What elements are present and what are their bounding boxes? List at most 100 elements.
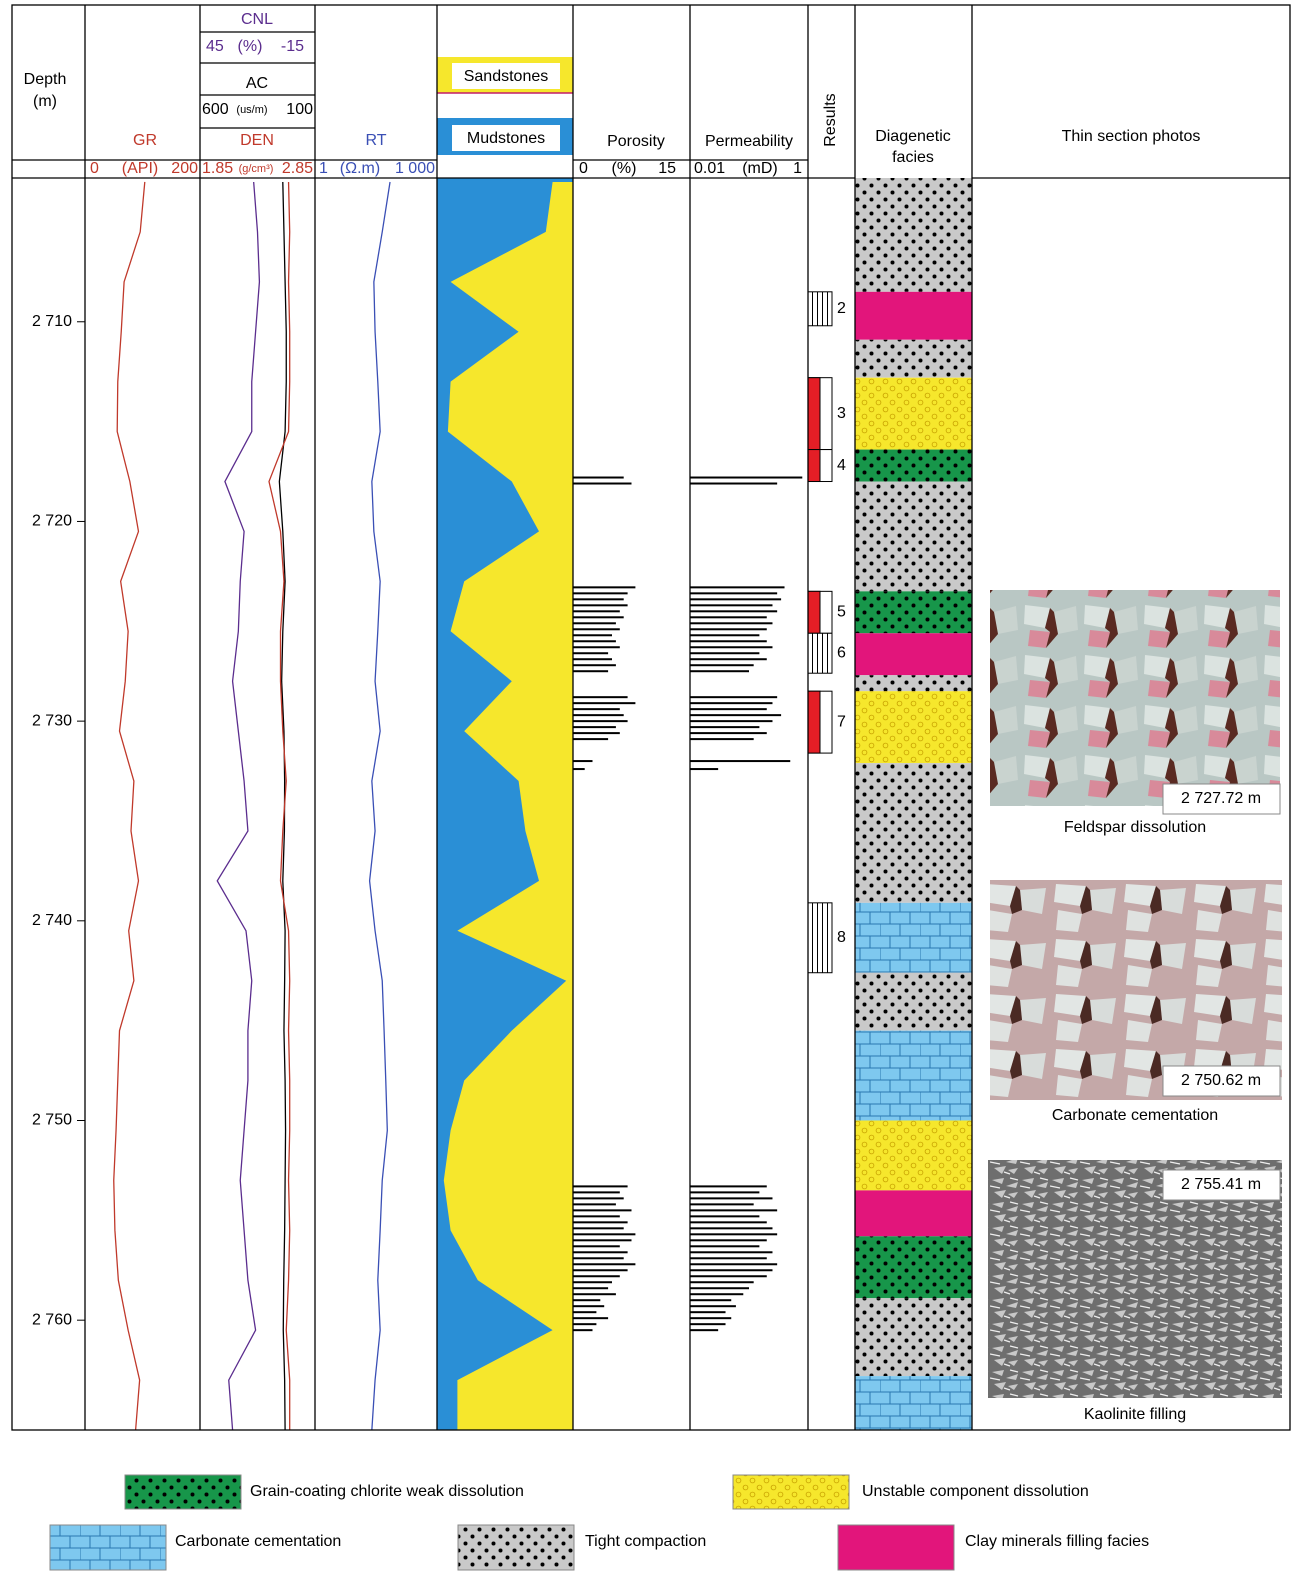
gr-title: GR	[133, 132, 157, 149]
porosity-bar	[573, 1221, 628, 1223]
permeability-bar	[690, 1203, 754, 1205]
porosity-bar	[573, 670, 608, 672]
ac-curve	[279, 182, 286, 1430]
well-log-figure: Depth (m) GR 0 (API) 200 CNL 45 (%) -15 …	[0, 0, 1297, 1573]
permeability-max: 1	[793, 160, 802, 177]
facies-interval	[855, 591, 972, 633]
gr-max: 200	[171, 160, 198, 177]
porosity-bar	[573, 1209, 632, 1211]
permeability-bar	[690, 696, 777, 698]
porosity-bar	[573, 760, 593, 762]
permeability-bar	[690, 483, 777, 485]
result-fill	[808, 691, 820, 753]
porosity-bar	[573, 1275, 620, 1277]
result-fill	[808, 450, 820, 482]
porosity-bar	[573, 598, 624, 600]
permeability-bar	[690, 1329, 718, 1331]
porosity-bar	[573, 1329, 593, 1331]
permeability-bar	[690, 1293, 743, 1295]
permeability-bar	[690, 1299, 731, 1301]
permeability-bar	[690, 1233, 777, 1235]
permeability-bar	[690, 1191, 759, 1193]
porosity-bar	[573, 1257, 624, 1259]
permeability-bar	[690, 738, 754, 740]
depth-tick-label: 2 710	[32, 313, 72, 330]
porosity-bar	[573, 1305, 604, 1307]
result-fill	[808, 378, 820, 450]
permeability-bar	[690, 1323, 726, 1325]
porosity-bar	[573, 1227, 624, 1229]
permeability-bar	[690, 760, 790, 762]
gr-curve	[114, 182, 145, 1430]
porosity-bar	[573, 652, 608, 654]
legend-label: Clay minerals filling facies	[965, 1533, 1149, 1550]
permeability-bar	[690, 652, 759, 654]
legend-label: Unstable component dissolution	[862, 1483, 1089, 1500]
permeability-bar	[690, 622, 772, 624]
result-label: 6	[837, 644, 846, 661]
porosity-bar	[573, 1203, 616, 1205]
ac-max: 100	[286, 101, 313, 118]
permeability-bar	[690, 616, 767, 618]
porosity-bar	[573, 622, 616, 624]
cnl-unit: (%)	[238, 38, 263, 55]
permeability-bar	[690, 628, 767, 630]
permeability-bar	[690, 658, 767, 660]
depth-tick-label: 2 730	[32, 712, 72, 729]
facies-interval	[855, 378, 972, 450]
gr-min: 0	[90, 160, 99, 177]
den-unit: (g/cm³)	[239, 163, 274, 175]
permeability-bar	[690, 708, 767, 710]
facies-interval	[855, 633, 972, 675]
rt-curve	[370, 182, 390, 1430]
photo	[990, 590, 1280, 806]
porosity-bar	[573, 1281, 612, 1283]
cnl-curve	[217, 182, 259, 1430]
photo-depth: 2 755.41 m	[1181, 1176, 1261, 1193]
ac-unit: (us/m)	[236, 104, 267, 116]
permeability-unit: (mD)	[742, 160, 778, 177]
permeability-bar	[690, 598, 781, 600]
result-box	[808, 633, 832, 673]
photo-caption: Kaolinite filling	[1084, 1406, 1186, 1423]
rt-title: RT	[365, 132, 386, 149]
porosity-bar	[573, 1197, 624, 1199]
facies-interval	[855, 675, 972, 691]
porosity-max: 15	[658, 160, 676, 177]
porosity-bar	[573, 726, 616, 728]
porosity-bar	[573, 720, 628, 722]
permeability-bar	[690, 646, 772, 648]
permeability-min: 0.01	[694, 160, 725, 177]
facies-title-2: facies	[892, 149, 934, 166]
facies-interval	[855, 973, 972, 1031]
facies-interval	[855, 1236, 972, 1298]
permeability-bar	[690, 1317, 731, 1319]
facies-title: Diagenetic	[875, 128, 951, 145]
porosity-bar	[573, 586, 635, 588]
photo-depth: 2 750.62 m	[1181, 1072, 1261, 1089]
permeability-bar	[690, 1287, 749, 1289]
rt-min: 1	[319, 160, 328, 177]
depth-tick-label: 2 750	[32, 1112, 72, 1129]
result-fill	[808, 591, 820, 633]
facies-interval	[855, 482, 972, 592]
photos-title: Thin section photos	[1062, 128, 1201, 145]
depth-tick-label: 2 760	[32, 1311, 72, 1328]
permeability-bar	[690, 1197, 772, 1199]
permeability-bar	[690, 670, 749, 672]
porosity-bar	[573, 1311, 596, 1313]
porosity-bar	[573, 628, 620, 630]
photo-caption: Feldspar dissolution	[1064, 819, 1206, 836]
cnl-max: -15	[281, 38, 304, 55]
permeability-bar	[690, 640, 767, 642]
porosity-bar	[573, 1191, 620, 1193]
porosity-min: 0	[579, 160, 588, 177]
den-min: 1.85	[202, 160, 233, 177]
permeability-bar	[690, 1221, 767, 1223]
porosity-bar	[573, 646, 620, 648]
gr-unit: (API)	[122, 160, 158, 177]
permeability-bar	[690, 702, 772, 704]
depth-unit: (m)	[33, 93, 57, 110]
